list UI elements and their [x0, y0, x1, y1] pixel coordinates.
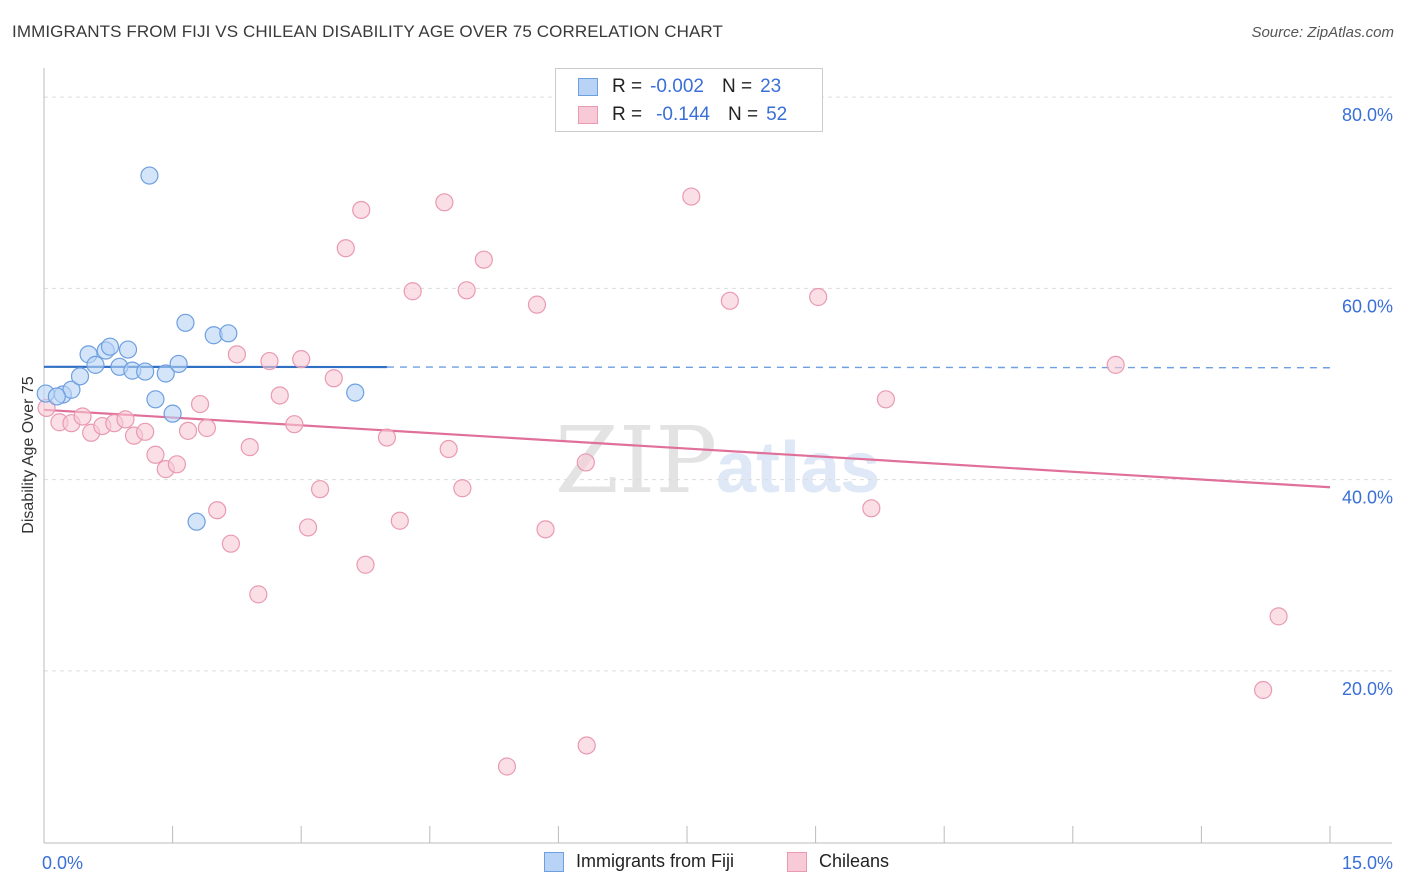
point-chileans [178, 421, 198, 440]
trend-line-fiji-extended [386, 366, 1331, 369]
point-chileans [377, 428, 397, 447]
point-chileans [720, 291, 739, 310]
legend-n-label: N = [727, 104, 759, 125]
point-chileans [536, 520, 555, 539]
point-chileans [1106, 355, 1125, 374]
y-tick-label: 40.0% [1342, 488, 1393, 508]
chart-title: IMMIGRANTS FROM FIJI VS CHILEAN DISABILI… [12, 22, 723, 41]
legend-r-label: R = [612, 104, 643, 125]
point-fiji [118, 340, 138, 359]
point-chileans [190, 394, 210, 414]
series-swatch-fiji [544, 851, 564, 872]
point-chileans [457, 281, 476, 300]
point-chileans [249, 585, 268, 604]
point-chileans [356, 555, 375, 574]
point-chileans [197, 418, 216, 438]
watermark: ZIP atlas [555, 407, 880, 514]
point-chileans [298, 518, 318, 537]
legend-n-label: N = [721, 76, 753, 97]
series-swatch-chileans [787, 851, 807, 872]
x-tick-label: 15.0% [1342, 853, 1393, 873]
grid [44, 96, 1392, 672]
series-legend: Immigrants from Fiji Chileans [0, 851, 1406, 877]
axes [43, 68, 1392, 844]
point-chileans [270, 386, 289, 405]
point-chileans [1269, 607, 1288, 626]
legend-r-value: -0.002 [650, 76, 704, 97]
point-fiji [346, 383, 365, 402]
point-fiji [187, 512, 206, 531]
point-chileans [292, 350, 311, 369]
series-label-fiji: Immigrants from Fiji [576, 851, 735, 871]
point-chileans [809, 287, 828, 307]
legend-n-value: 52 [766, 104, 788, 125]
point-chileans [403, 282, 422, 301]
y-tick-label: 60.0% [1342, 296, 1393, 316]
point-chileans [474, 250, 493, 269]
point-fiji [146, 390, 165, 409]
point-chileans [221, 534, 240, 553]
point-chileans [527, 295, 547, 314]
series-label-chileans: Chileans [819, 851, 890, 871]
point-chileans [682, 187, 701, 206]
point-chileans [116, 410, 135, 429]
y-tick-label: 20.0% [1342, 679, 1393, 699]
point-chileans [260, 351, 279, 371]
point-fiji [169, 354, 188, 374]
point-chileans [576, 453, 595, 472]
y-tick-label: 80.0% [1342, 105, 1393, 125]
point-chileans [146, 445, 165, 464]
point-fiji [219, 324, 238, 343]
point-chileans [352, 200, 371, 220]
point-chileans [439, 439, 458, 459]
point-fiji [47, 387, 66, 406]
series-legend-fiji[interactable]: Immigrants from Fiji [544, 851, 734, 872]
point-chileans [336, 239, 355, 258]
point-chileans [285, 415, 304, 434]
x-tick-label: 0.0% [42, 853, 83, 873]
point-chileans [208, 501, 227, 520]
watermark-atlas: atlas [716, 428, 880, 508]
legend-swatch-fiji [578, 78, 598, 96]
source-label: Source: ZipAtlas.com [1251, 24, 1394, 41]
point-chileans [876, 390, 896, 409]
series-legend-chileans[interactable]: Chileans [787, 851, 889, 872]
legend-n-value: 23 [760, 76, 782, 97]
point-fiji [176, 313, 195, 332]
point-fiji [140, 166, 159, 185]
point-chileans [453, 479, 472, 498]
point-fiji [163, 404, 182, 423]
point-chileans [862, 499, 881, 518]
tick-labels: 20.0% 40.0% 60.0% 80.0% 0.0% 15.0% [42, 105, 1393, 873]
point-fiji [156, 364, 175, 383]
trend-line-chileans [43, 408, 1331, 489]
point-chileans [240, 438, 259, 457]
point-chileans [497, 757, 517, 776]
point-chileans [577, 736, 596, 755]
point-chileans [73, 407, 92, 426]
point-fiji [86, 355, 105, 374]
point-chileans [136, 422, 155, 441]
scatter-points [36, 166, 1288, 776]
point-chileans [390, 511, 409, 530]
legend-r-label: R = [612, 76, 643, 97]
point-chileans [167, 455, 186, 474]
point-chileans [435, 193, 454, 212]
point-chileans [324, 369, 343, 388]
stats-legend: R = -0.002 N = 23 R = -0.144 N = 52 [555, 68, 823, 132]
point-fiji [70, 367, 90, 386]
point-fiji [136, 362, 155, 381]
legend-r-value: -0.144 [656, 104, 710, 125]
legend-swatch-chileans [578, 106, 598, 124]
point-chileans [227, 345, 246, 364]
point-chileans [310, 480, 330, 499]
point-fiji [100, 337, 120, 356]
legend-row-chileans: R = -0.144 N = 52 [578, 101, 787, 129]
legend-row-fiji: R = -0.002 N = 23 [578, 73, 781, 101]
point-chileans [1254, 680, 1273, 700]
